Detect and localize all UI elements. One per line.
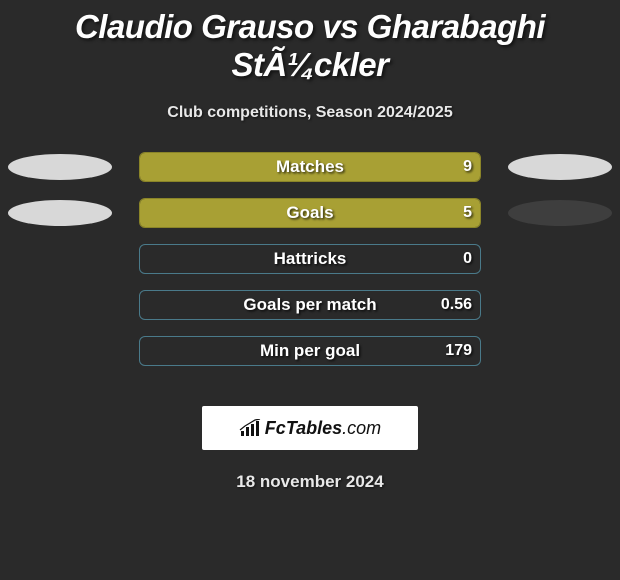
date-label: 18 november 2024	[0, 472, 620, 492]
stat-row: Matches9	[0, 152, 620, 198]
stat-bar-track	[139, 336, 481, 366]
logo-chart-icon	[239, 419, 261, 437]
stat-bar-track	[139, 290, 481, 320]
stats-area: Matches9Goals5Hattricks0Goals per match0…	[0, 152, 620, 382]
left-player-shape	[8, 154, 112, 180]
stat-bar-track	[139, 198, 481, 228]
logo-pre: Fc	[265, 418, 286, 438]
stat-bar-track	[139, 244, 481, 274]
logo-box: FcTables.com	[202, 406, 418, 450]
stat-bar-fill	[140, 199, 480, 227]
stat-row: Goals per match0.56	[0, 290, 620, 336]
page-title: Claudio Grauso vs Gharabaghi StÃ¼ckler	[0, 0, 620, 84]
logo-main: Tables	[286, 418, 342, 438]
left-player-shape	[8, 200, 112, 226]
logo-suffix: .com	[342, 418, 381, 438]
stat-row: Min per goal179	[0, 336, 620, 382]
stat-row: Hattricks0	[0, 244, 620, 290]
right-player-shape	[508, 154, 612, 180]
logo-text: FcTables.com	[265, 418, 381, 439]
right-player-shape	[508, 200, 612, 226]
stat-bar-fill	[140, 153, 480, 181]
page-subtitle: Club competitions, Season 2024/2025	[0, 104, 620, 122]
stat-row: Goals5	[0, 198, 620, 244]
stat-bar-track	[139, 152, 481, 182]
